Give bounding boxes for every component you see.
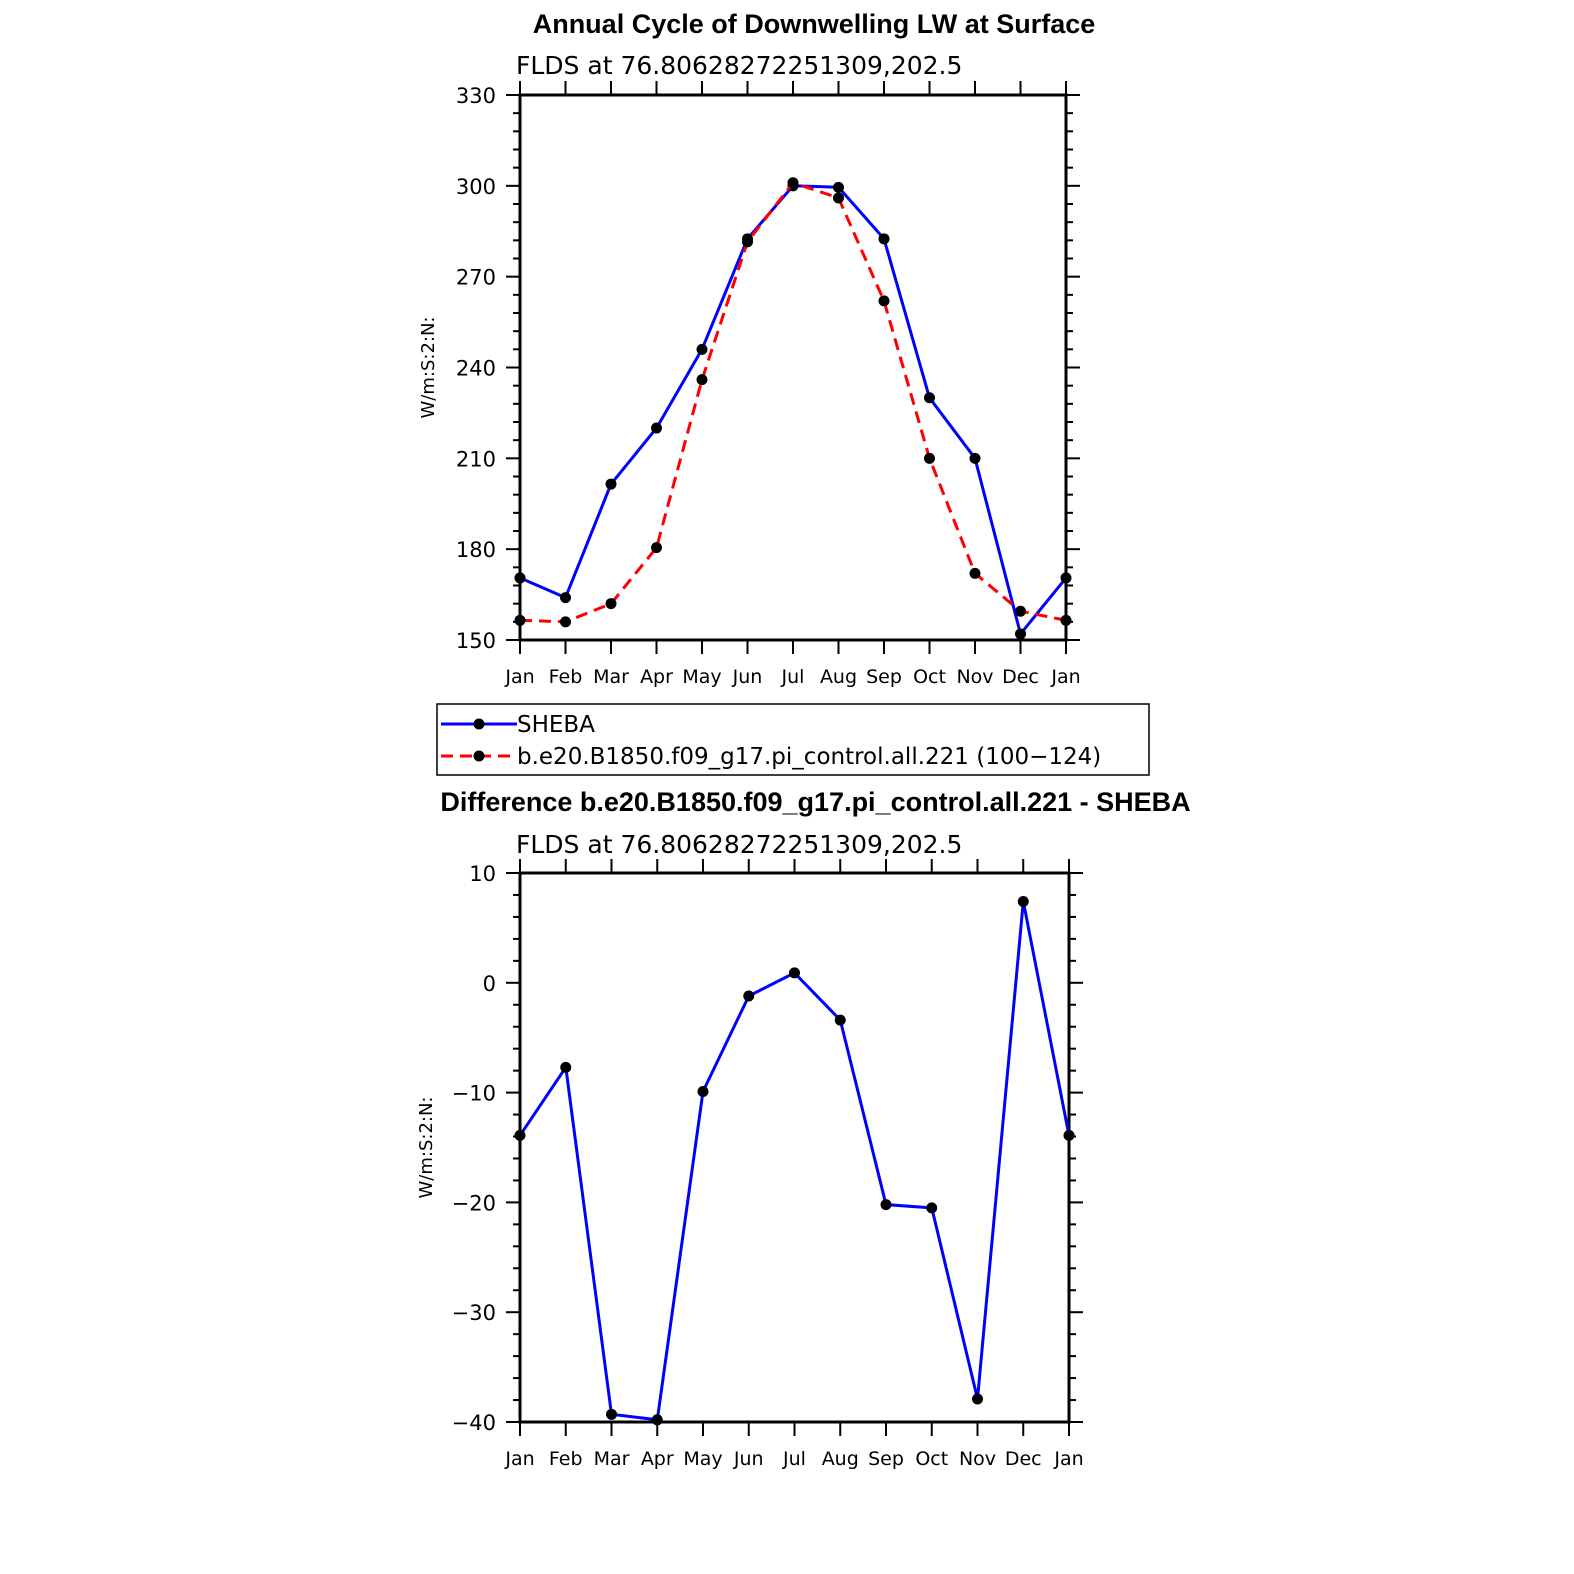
legend-swatch-marker: [473, 718, 485, 730]
data-point: [514, 572, 526, 584]
plot-frame: [518, 93, 1068, 642]
x-tick-label: Nov: [959, 1448, 996, 1470]
data-point: [878, 295, 890, 307]
data-point: [651, 542, 662, 554]
data-point: [606, 1408, 617, 1420]
data-point: [878, 233, 890, 245]
chart-subtitle: FLDS at 76.80628272251309,202.5: [516, 830, 962, 859]
y-tick-label: 0: [483, 972, 496, 996]
series-0: [514, 896, 1075, 1426]
series-line: [519, 181, 1067, 624]
x-tick-label: Jun: [732, 666, 763, 688]
data-point: [1017, 896, 1029, 908]
data-point: [969, 452, 981, 464]
chart-title: Difference b.e20.B1850.f09_g17.pi_contro…: [440, 787, 1190, 817]
x-tick-label: Oct: [915, 1448, 948, 1470]
data-point: [969, 567, 981, 579]
data-point: [514, 1129, 526, 1141]
y-tick-label: −10: [452, 1082, 496, 1106]
data-point: [924, 452, 935, 464]
y-tick-label: 270: [456, 266, 496, 290]
x-tick-label: Dec: [1002, 666, 1039, 688]
data-point: [833, 181, 844, 193]
y-tick-label: 330: [456, 84, 496, 108]
data-point: [1015, 605, 1026, 617]
data-point: [926, 1202, 938, 1214]
data-point: [514, 614, 526, 626]
legend-swatch-marker: [473, 750, 485, 762]
chart-title: Annual Cycle of Downwelling LW at Surfac…: [533, 9, 1096, 39]
x-tick-label: Jun: [733, 1448, 764, 1470]
data-point: [834, 1014, 846, 1026]
series-line: [519, 184, 1068, 636]
x-tick-label: Mar: [593, 666, 629, 688]
chart-subtitle: FLDS at 76.80628272251309,202.5: [516, 51, 962, 80]
legend-box: [436, 703, 1150, 776]
series-1: [514, 177, 1072, 628]
x-tick-label: Nov: [956, 666, 993, 688]
y-tick-label: −40: [452, 1411, 496, 1435]
data-point: [560, 1061, 572, 1073]
x-tick-label: May: [683, 1448, 722, 1470]
y-tick-label: 180: [456, 538, 496, 562]
x-tick-label: Aug: [822, 1448, 859, 1470]
x-tick-label: Apr: [641, 1448, 674, 1470]
data-point: [696, 343, 708, 355]
data-point: [696, 374, 708, 386]
data-point: [1060, 572, 1072, 584]
x-tick-label: Mar: [594, 1448, 630, 1470]
x-tick-label: Aug: [820, 666, 857, 688]
legend: SHEBA b.e20.B1850.f09_g17.pi_control.all.…: [436, 703, 1150, 776]
data-point: [789, 967, 800, 979]
y-tick-label: −30: [452, 1301, 496, 1325]
x-tick-label: Jan: [1050, 666, 1080, 688]
y-tick-label: 210: [456, 447, 496, 471]
data-point: [651, 422, 662, 434]
y-tick-label: 240: [456, 357, 496, 381]
y-axis-label: W/m:S:2:N:: [416, 1097, 437, 1199]
data-point: [560, 616, 571, 628]
data-point: [880, 1199, 892, 1211]
data-point: [743, 990, 755, 1002]
legend-entry: SHEBA: [517, 712, 595, 738]
x-tick-label: Jul: [782, 1448, 806, 1470]
data-point: [1015, 628, 1026, 640]
difference-panel: Difference b.e20.B1850.f09_g17.pi_contro…: [416, 787, 1191, 1470]
data-point: [787, 177, 799, 189]
x-tick-label: Jan: [504, 1448, 534, 1470]
data-point: [924, 392, 935, 404]
y-axis-label: W/m:S:2:N:: [418, 317, 439, 419]
data-point: [833, 192, 844, 204]
x-tick-label: May: [682, 666, 721, 688]
annual-cycle-panel: Annual Cycle of Downwelling LW at Surfac…: [418, 9, 1095, 688]
data-point: [1063, 1129, 1075, 1141]
data-point: [605, 598, 617, 610]
data-point: [1060, 614, 1072, 626]
y-tick-label: 150: [456, 629, 496, 653]
series-line: [518, 900, 1071, 1422]
x-tick-label: Feb: [549, 666, 583, 688]
data-point: [560, 592, 571, 604]
data-point: [972, 1393, 983, 1405]
data-point: [697, 1086, 709, 1098]
x-tick-label: Apr: [640, 666, 673, 688]
x-tick-label: Sep: [866, 666, 902, 688]
data-point: [742, 236, 753, 248]
legend-entry: b.e20.B1850.f09_g17.pi_control.all.221 (…: [517, 744, 1101, 770]
series-0: [514, 180, 1072, 640]
y-tick-label: 300: [456, 175, 496, 199]
data-point: [605, 478, 617, 490]
x-tick-label: Jul: [781, 666, 805, 688]
x-tick-label: Feb: [549, 1448, 583, 1470]
y-tick-label: −20: [452, 1191, 496, 1215]
x-tick-label: Oct: [913, 666, 946, 688]
data-point: [651, 1414, 663, 1426]
x-tick-label: Jan: [504, 666, 534, 688]
x-tick-label: Sep: [868, 1448, 904, 1470]
x-tick-label: Dec: [1005, 1448, 1042, 1470]
y-tick-label: 10: [469, 862, 496, 886]
x-tick-label: Jan: [1053, 1448, 1083, 1470]
